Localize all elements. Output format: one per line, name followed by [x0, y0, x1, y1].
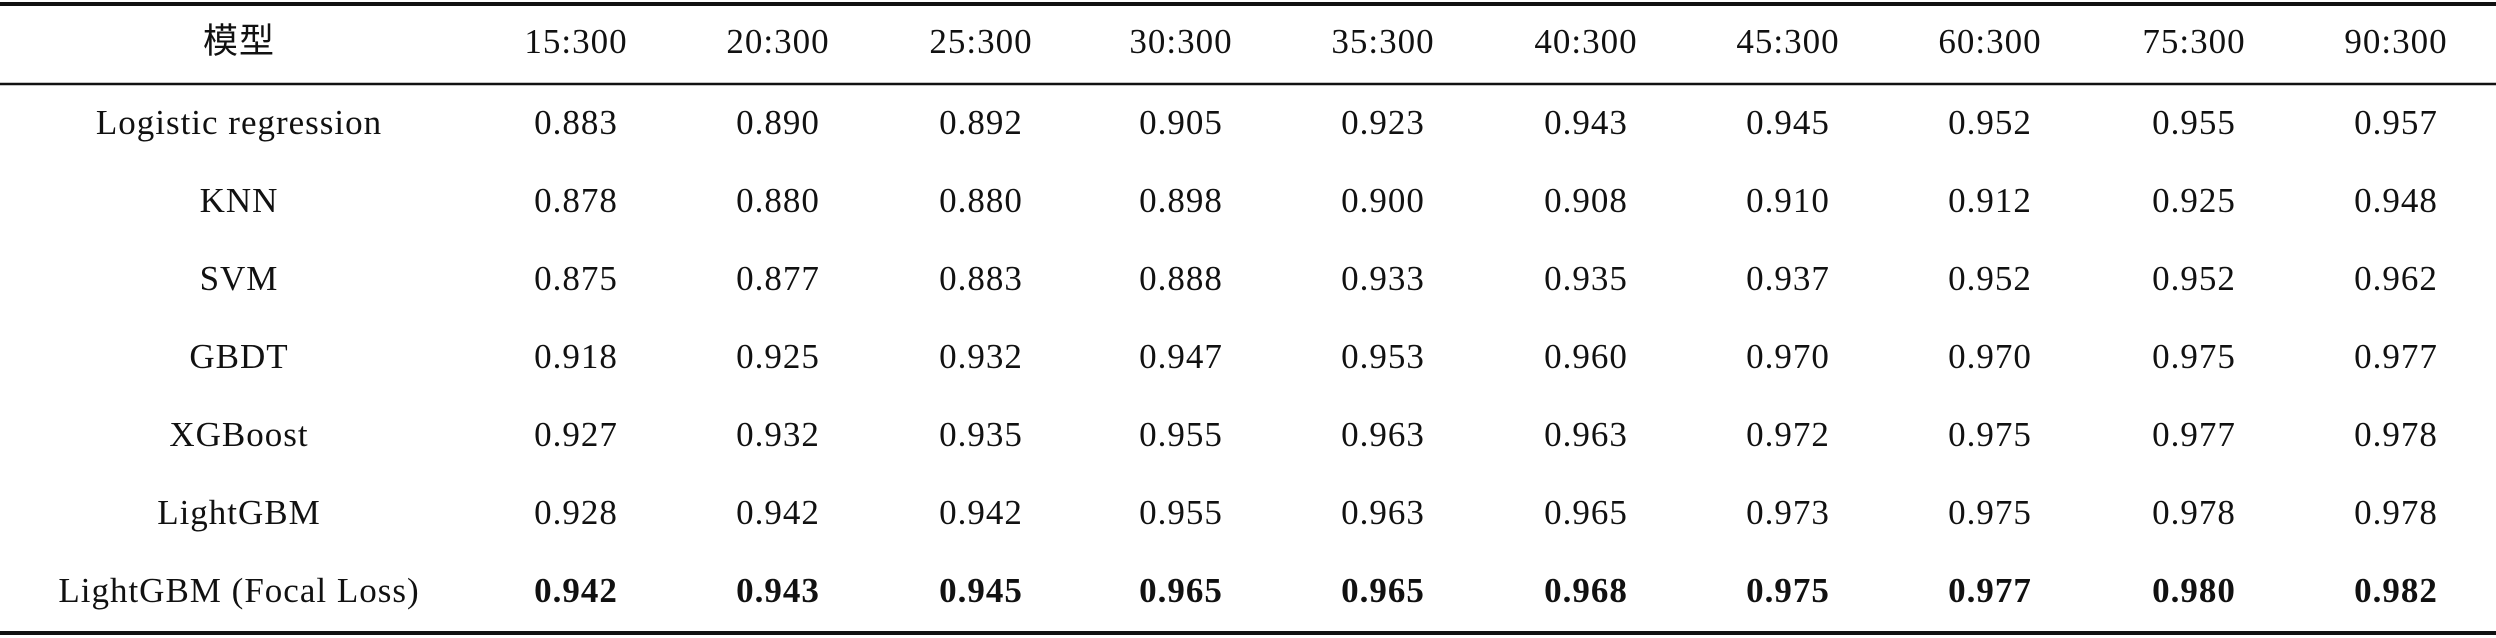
row-label: Logistic regression — [96, 103, 382, 142]
cell: 0.955 — [2152, 103, 2236, 142]
row-label: XGBoost — [169, 415, 308, 454]
cell: 0.963 — [1341, 493, 1425, 532]
cell: 0.890 — [736, 103, 820, 142]
row-label: KNN — [200, 181, 279, 220]
cell: 0.982 — [2354, 571, 2438, 610]
cell: 0.962 — [2354, 259, 2438, 298]
header-cell: 20:300 — [726, 22, 829, 61]
cell: 0.965 — [1544, 493, 1628, 532]
cell: 0.908 — [1544, 181, 1628, 220]
cell: 0.880 — [939, 181, 1023, 220]
row-label: LightGBM (Focal Loss) — [58, 571, 419, 610]
cell: 0.937 — [1746, 259, 1830, 298]
cell: 0.883 — [534, 103, 618, 142]
header-cell: 90:300 — [2344, 22, 2447, 61]
header-cell: 35:300 — [1331, 22, 1434, 61]
cell: 0.978 — [2152, 493, 2236, 532]
cell: 0.948 — [2354, 181, 2438, 220]
cell: 0.955 — [1139, 415, 1223, 454]
cell: 0.955 — [1139, 493, 1223, 532]
cell: 0.883 — [939, 259, 1023, 298]
row-label: LightGBM — [157, 493, 321, 532]
cell: 0.932 — [736, 415, 820, 454]
cell: 0.972 — [1746, 415, 1830, 454]
header-cell: 15:300 — [524, 22, 627, 61]
cell: 0.942 — [736, 493, 820, 532]
cell: 0.963 — [1341, 415, 1425, 454]
cell: 0.980 — [2152, 571, 2236, 610]
cell: 0.935 — [1544, 259, 1628, 298]
header-cell-model: 模型 — [203, 22, 275, 61]
cell: 0.888 — [1139, 259, 1223, 298]
cell: 0.898 — [1139, 181, 1223, 220]
cell: 0.945 — [1746, 103, 1830, 142]
cell: 0.970 — [1948, 337, 2032, 376]
cell: 0.933 — [1341, 259, 1425, 298]
cell: 0.975 — [1948, 415, 2032, 454]
cell: 0.968 — [1544, 571, 1628, 610]
cell: 0.912 — [1948, 181, 2032, 220]
cell: 0.952 — [1948, 259, 2032, 298]
header-cell: 40:300 — [1534, 22, 1637, 61]
cell: 0.970 — [1746, 337, 1830, 376]
cell: 0.923 — [1341, 103, 1425, 142]
cell: 0.878 — [534, 181, 618, 220]
cell: 0.978 — [2354, 493, 2438, 532]
cell: 0.963 — [1544, 415, 1628, 454]
header-cell: 30:300 — [1129, 22, 1232, 61]
cell: 0.953 — [1341, 337, 1425, 376]
cell: 0.952 — [2152, 259, 2236, 298]
cell: 0.977 — [2354, 337, 2438, 376]
cell: 0.925 — [736, 337, 820, 376]
cell: 0.918 — [534, 337, 618, 376]
cell: 0.927 — [534, 415, 618, 454]
cell: 0.945 — [939, 571, 1023, 610]
header-cell: 25:300 — [929, 22, 1032, 61]
cell: 0.957 — [2354, 103, 2438, 142]
cell: 0.977 — [1948, 571, 2032, 610]
cell: 0.943 — [736, 571, 820, 610]
cell: 0.932 — [939, 337, 1023, 376]
cell: 0.935 — [939, 415, 1023, 454]
cell: 0.910 — [1746, 181, 1830, 220]
cell: 0.952 — [1948, 103, 2032, 142]
cell: 0.947 — [1139, 337, 1223, 376]
cell: 0.975 — [1948, 493, 2032, 532]
cell: 0.880 — [736, 181, 820, 220]
cell: 0.875 — [534, 259, 618, 298]
cell: 0.965 — [1341, 571, 1425, 610]
cell: 0.960 — [1544, 337, 1628, 376]
cell: 0.978 — [2354, 415, 2438, 454]
cell: 0.973 — [1746, 493, 1830, 532]
header-cell: 45:300 — [1736, 22, 1839, 61]
cell: 0.965 — [1139, 571, 1223, 610]
cell: 0.900 — [1341, 181, 1425, 220]
cell: 0.928 — [534, 493, 618, 532]
cell: 0.975 — [1746, 571, 1830, 610]
cell: 0.942 — [534, 571, 618, 610]
row-label: SVM — [200, 259, 279, 298]
cell: 0.877 — [736, 259, 820, 298]
cell: 0.942 — [939, 493, 1023, 532]
cell: 0.943 — [1544, 103, 1628, 142]
cell: 0.905 — [1139, 103, 1223, 142]
cell: 0.975 — [2152, 337, 2236, 376]
cell: 0.977 — [2152, 415, 2236, 454]
cell: 0.892 — [939, 103, 1023, 142]
header-cell: 60:300 — [1938, 22, 2041, 61]
header-cell: 75:300 — [2142, 22, 2245, 61]
row-label: GBDT — [189, 337, 288, 376]
cell: 0.925 — [2152, 181, 2236, 220]
